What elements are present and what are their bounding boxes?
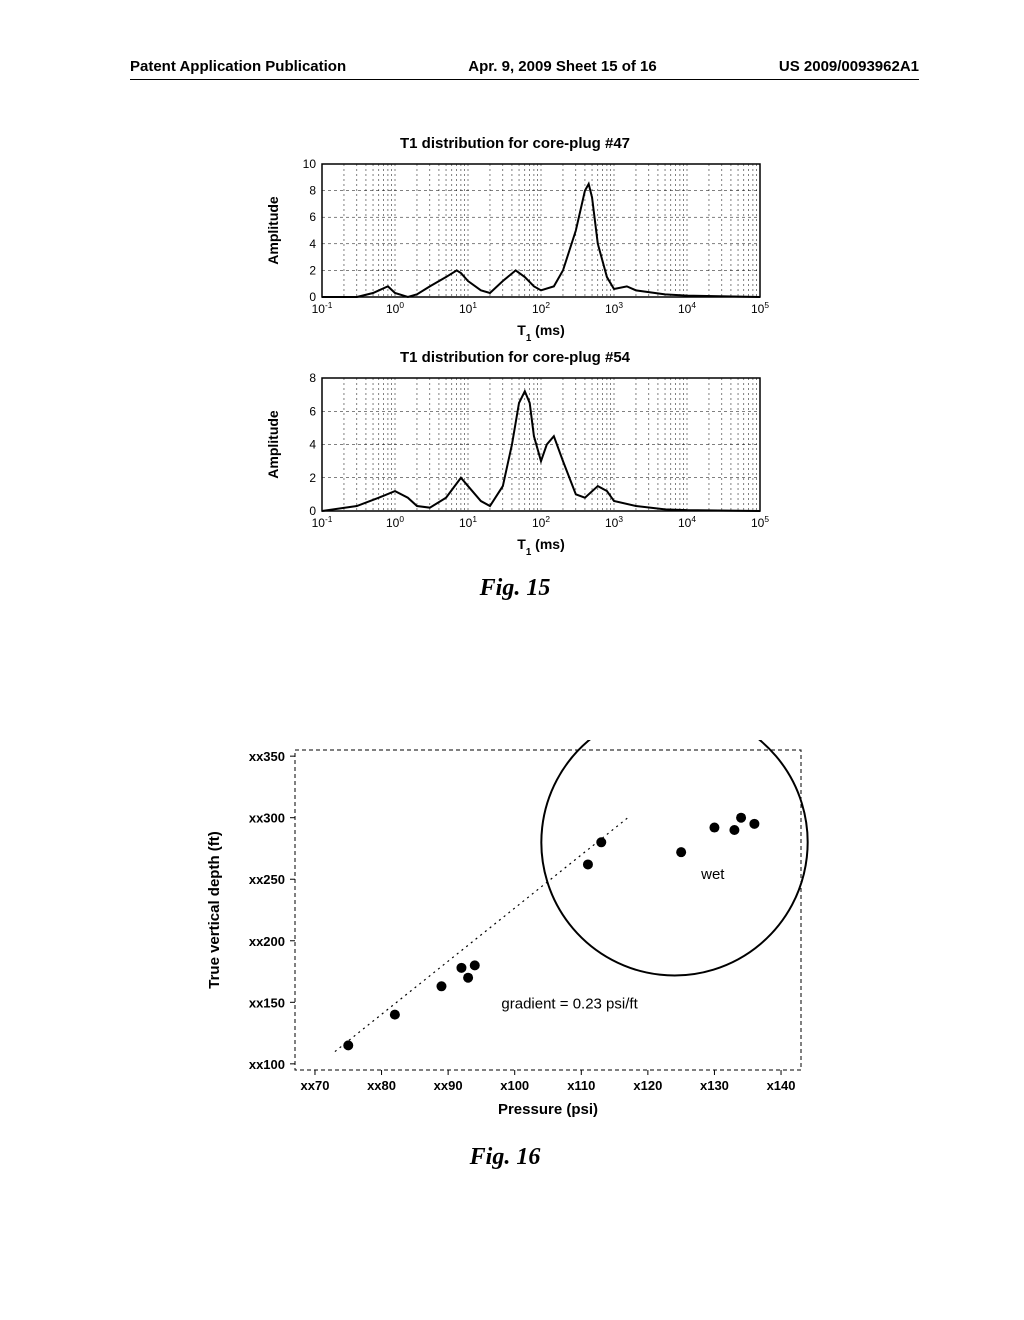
- svg-text:4: 4: [309, 237, 316, 251]
- svg-text:xx150: xx150: [249, 995, 285, 1010]
- svg-text:Amplitude: Amplitude: [265, 196, 281, 265]
- svg-text:xx200: xx200: [249, 934, 285, 949]
- svg-text:xx300: xx300: [249, 811, 285, 826]
- header-left: Patent Application Publication: [130, 58, 346, 75]
- svg-text:x120: x120: [633, 1078, 662, 1093]
- chart16-svg: gradient = 0.23 psi/ft wet xx70 xx80 xx90 x10…: [195, 740, 815, 1120]
- header-right: US 2009/0093962A1: [779, 58, 919, 75]
- fig16-caption: Fig. 16: [195, 1144, 815, 1171]
- svg-text:8: 8: [309, 371, 316, 385]
- page-header: Patent Application Publication Apr. 9, 2…: [130, 58, 919, 80]
- svg-text:x140: x140: [767, 1078, 796, 1093]
- svg-text:4: 4: [309, 438, 316, 452]
- chart47-svg: 10-11001011021031041050246810T1 (ms)Ampl…: [260, 156, 770, 341]
- svg-text:True vertical depth (ft): True vertical depth (ft): [206, 831, 223, 989]
- svg-text:Amplitude: Amplitude: [265, 410, 281, 479]
- svg-text:2: 2: [309, 471, 316, 485]
- svg-text:104: 104: [678, 300, 696, 316]
- svg-text:gradient = 0.23 psi/ft: gradient = 0.23 psi/ft: [501, 995, 638, 1012]
- svg-text:102: 102: [532, 300, 550, 316]
- header-center: Apr. 9, 2009 Sheet 15 of 16: [468, 58, 656, 75]
- chart47-title: T1 distribution for core-plug #47: [260, 135, 770, 152]
- svg-text:100: 100: [386, 514, 404, 530]
- svg-text:101: 101: [459, 514, 477, 530]
- svg-text:x100: x100: [500, 1078, 529, 1093]
- svg-text:101: 101: [459, 300, 477, 316]
- svg-text:8: 8: [309, 184, 316, 198]
- svg-text:100: 100: [386, 300, 404, 316]
- svg-text:0: 0: [309, 290, 316, 304]
- svg-text:2: 2: [309, 263, 316, 277]
- fig15-caption: Fig. 15: [260, 575, 770, 602]
- svg-text:x130: x130: [700, 1078, 729, 1093]
- svg-text:6: 6: [309, 404, 316, 418]
- svg-text:wet: wet: [700, 866, 725, 883]
- svg-text:6: 6: [309, 210, 316, 224]
- svg-text:xx350: xx350: [249, 749, 285, 764]
- svg-text:103: 103: [605, 300, 623, 316]
- svg-text:Pressure (psi): Pressure (psi): [498, 1101, 598, 1118]
- figure-16-container: gradient = 0.23 psi/ft wet xx70 xx80 xx90 x10…: [195, 740, 815, 1171]
- svg-text:104: 104: [678, 514, 696, 530]
- svg-text:xx90: xx90: [434, 1078, 463, 1093]
- svg-text:T1 (ms): T1 (ms): [517, 322, 564, 341]
- svg-text:0: 0: [309, 504, 316, 518]
- figure-15-container: T1 distribution for core-plug #47 10-110…: [260, 135, 770, 602]
- svg-text:T1 (ms): T1 (ms): [517, 536, 564, 555]
- svg-text:102: 102: [532, 514, 550, 530]
- chart54-title: T1 distribution for core-plug #54: [260, 349, 770, 366]
- svg-text:103: 103: [605, 514, 623, 530]
- svg-text:105: 105: [751, 300, 769, 316]
- svg-text:xx100: xx100: [249, 1057, 285, 1072]
- svg-text:xx250: xx250: [249, 872, 285, 887]
- svg-text:xx80: xx80: [367, 1078, 396, 1093]
- svg-text:10: 10: [303, 157, 317, 171]
- chart54-svg: 10-110010110210310410502468T1 (ms)Amplit…: [260, 370, 770, 555]
- svg-text:xx70: xx70: [301, 1078, 330, 1093]
- svg-text:x110: x110: [567, 1078, 595, 1093]
- svg-text:105: 105: [751, 514, 769, 530]
